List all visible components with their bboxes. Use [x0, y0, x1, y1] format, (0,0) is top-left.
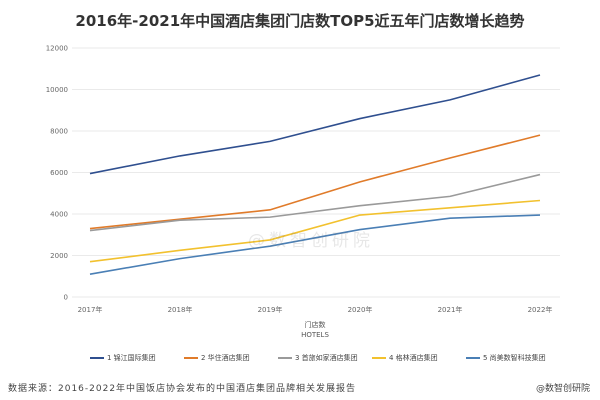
watermark: @数智创研院: [248, 231, 374, 251]
legend-swatch: [372, 357, 386, 359]
x-tick-label: 2019年: [258, 305, 283, 314]
series-line-1: [89, 74, 541, 175]
y-tick-label: 0: [64, 294, 68, 302]
chart-title: 2016年-2021年中国酒店集团门店数TOP5近五年门店数增长趋势: [75, 12, 525, 30]
series-line-5: [89, 214, 541, 275]
series-line-4: [89, 199, 541, 263]
y-axis-ticks: 0 2000 4000 6000 8000 10000 12000: [46, 45, 68, 302]
y-tick-label: 2000: [50, 252, 68, 260]
legend-item: 5 尚美数智科技集团: [466, 353, 546, 363]
y-tick-label: 6000: [50, 169, 68, 177]
series-line-3: [89, 173, 541, 232]
data-source: 数据来源：2016-2022年中国饭店协会发布的中国酒店集团品牌相关发展报告: [8, 384, 357, 394]
y-tick-label: 4000: [50, 211, 68, 219]
grid-lines: [72, 47, 560, 298]
x-tick-label: 2020年: [348, 305, 373, 314]
legend-swatch: [90, 357, 104, 359]
legend-label: 4 格林酒店集团: [389, 354, 438, 362]
x-tick-label: 2022年: [528, 305, 553, 314]
legend-label: 2 华住酒店集团: [201, 354, 250, 362]
y-tick-label: 12000: [46, 45, 68, 53]
legend-item: 3 首旅如家酒店集团: [278, 353, 358, 363]
legend-label: 3 首旅如家酒店集团: [295, 354, 358, 362]
x-axis-ticks: 2017年 2018年 2019年 2020年 2021年 2022年: [78, 305, 553, 314]
x-axis-subtitle: HOTELS: [301, 331, 329, 339]
legend-swatch: [278, 357, 292, 359]
legend-label: 5 尚美数智科技集团: [483, 354, 546, 362]
credit-label: @数智创研院: [535, 384, 590, 394]
y-tick-label: 8000: [50, 128, 68, 136]
x-tick-label: 2021年: [438, 305, 463, 314]
legend-item: 4 格林酒店集团: [372, 353, 438, 363]
legend-swatch: [466, 357, 480, 359]
y-tick-label: 10000: [46, 86, 68, 94]
legend: 1 锦江国际集团 2 华住酒店集团 3 首旅如家酒店集团 4 格林酒店集团 5 尚美数智…: [90, 353, 560, 367]
legend-label: 1 锦江国际集团: [107, 354, 156, 362]
legend-item: 1 锦江国际集团: [90, 353, 156, 363]
x-axis-title: 门店数: [305, 320, 326, 329]
x-tick-label: 2017年: [78, 305, 103, 314]
legend-swatch: [184, 357, 198, 359]
x-tick-label: 2018年: [168, 305, 193, 314]
legend-item: 2 华住酒店集团: [184, 353, 250, 363]
series-lines: [89, 74, 541, 275]
series-line-2: [89, 134, 541, 230]
